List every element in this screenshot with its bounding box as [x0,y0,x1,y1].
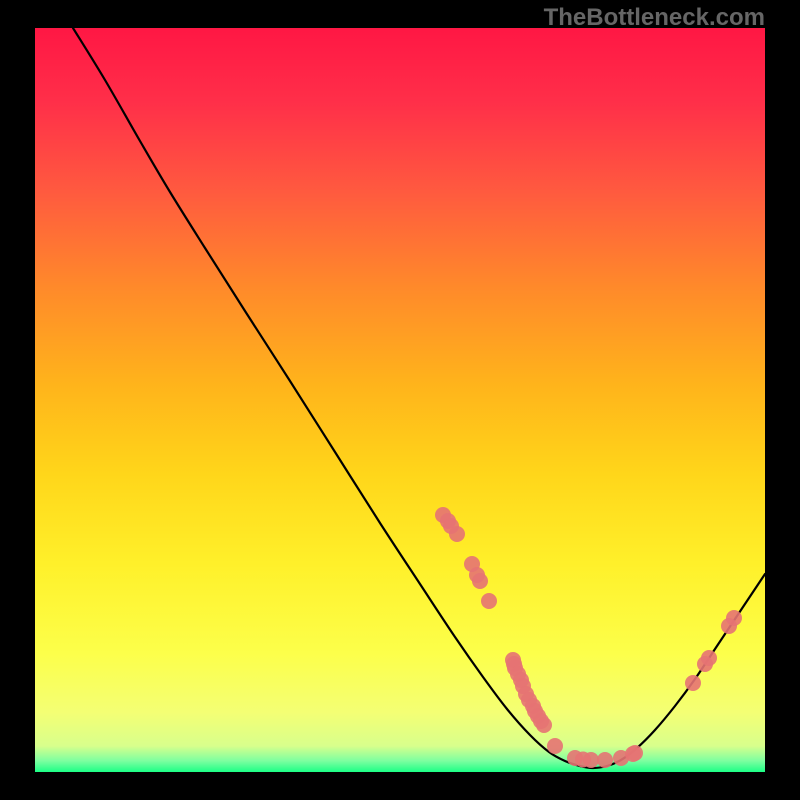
data-marker [685,675,701,691]
chart-root: TheBottleneck.com [0,0,800,800]
data-marker [627,745,643,761]
plot-area [35,28,765,772]
data-marker [449,526,465,542]
data-marker [583,752,599,768]
marker-group [435,507,742,768]
data-marker [547,738,563,754]
data-marker [597,752,613,768]
data-marker [536,717,552,733]
data-marker [481,593,497,609]
curve-svg [35,28,765,772]
data-marker [726,610,742,626]
data-marker [472,573,488,589]
data-marker [701,650,717,666]
watermark-text: TheBottleneck.com [544,4,765,32]
bottleneck-curve [73,28,765,768]
